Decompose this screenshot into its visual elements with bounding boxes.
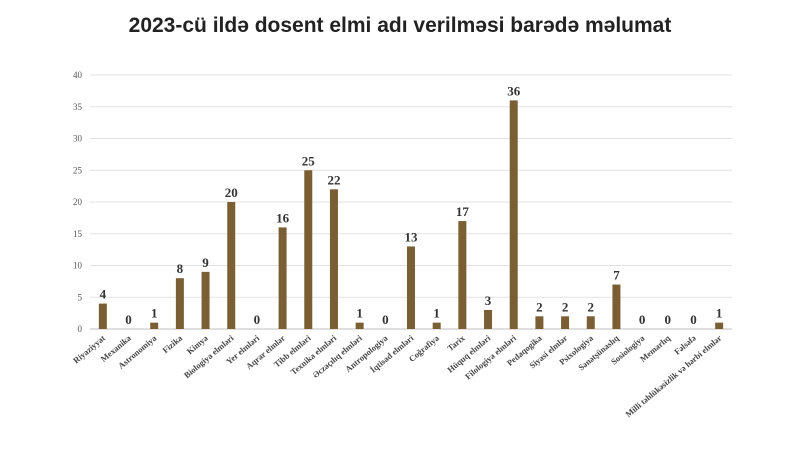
data-label: 1 <box>433 306 440 321</box>
bar <box>329 189 338 329</box>
bar <box>201 271 210 329</box>
bar <box>278 227 287 329</box>
bar <box>304 170 313 329</box>
bar <box>150 322 159 329</box>
bar <box>407 246 415 329</box>
bar <box>484 309 493 329</box>
bar <box>458 221 467 329</box>
data-label: 0 <box>382 312 389 327</box>
data-label: 17 <box>456 204 470 219</box>
y-tick-label: 15 <box>73 229 83 239</box>
data-label: 36 <box>507 83 521 98</box>
y-axis-ticks: 0 5 10 15 20 25 30 35 40 <box>73 70 83 334</box>
category-label: Tarix <box>445 332 467 353</box>
category-label: Fizika <box>160 332 184 355</box>
bar <box>98 303 107 329</box>
data-label: 0 <box>665 312 672 327</box>
bar <box>509 100 518 330</box>
y-tick-label: 35 <box>73 102 83 112</box>
chart-title: 2023-cü ildə dosent elmi adı verilməsi b… <box>128 14 672 37</box>
y-tick-label: 25 <box>73 165 83 175</box>
bar <box>432 322 441 329</box>
data-label: 0 <box>254 312 261 327</box>
data-label: 0 <box>639 312 646 327</box>
bar <box>612 284 621 329</box>
y-tick-label: 0 <box>78 324 83 334</box>
data-label: 16 <box>276 210 290 225</box>
bar <box>175 278 184 329</box>
data-label: 1 <box>356 306 363 321</box>
bar <box>586 316 595 329</box>
y-tick-label: 5 <box>78 292 83 302</box>
data-label: 13 <box>405 229 419 244</box>
bar <box>535 316 544 329</box>
data-label: 8 <box>177 261 184 276</box>
y-tick-label: 30 <box>73 134 83 144</box>
bar <box>561 316 570 329</box>
data-label: 9 <box>202 255 209 270</box>
data-label: 4 <box>100 287 107 302</box>
data-label: 20 <box>225 185 238 200</box>
data-label: 3 <box>485 293 492 308</box>
y-tick-label: 10 <box>73 261 83 271</box>
bar <box>715 322 724 329</box>
y-tick-label: 20 <box>73 197 83 207</box>
y-tick-label: 40 <box>73 70 83 80</box>
data-label: 2 <box>536 299 543 314</box>
bar <box>355 322 364 329</box>
bars <box>98 100 724 330</box>
data-label: 2 <box>588 299 595 314</box>
data-label: 0 <box>690 312 697 327</box>
data-label: 7 <box>613 268 620 283</box>
data-label: 0 <box>125 312 132 327</box>
data-label: 1 <box>716 306 723 321</box>
data-label: 22 <box>327 172 340 187</box>
data-label: 25 <box>302 153 316 168</box>
bar <box>227 202 236 329</box>
data-label: 2 <box>562 299 569 314</box>
data-label: 1 <box>151 306 158 321</box>
